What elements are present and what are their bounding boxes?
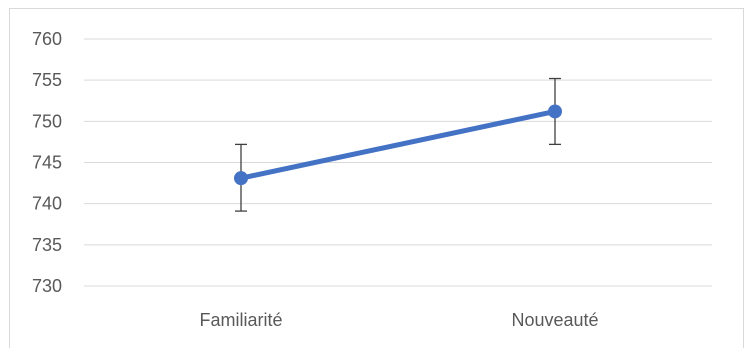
chart-frame [9, 8, 744, 348]
y-tick-label: 735 [32, 235, 62, 255]
data-point [548, 104, 562, 119]
data-point [234, 171, 248, 186]
series [234, 104, 562, 186]
line-chart: 760 755 750 745 740 735 730 Familiarité … [32, 29, 712, 330]
y-tick-label: 755 [32, 70, 62, 90]
y-tick-label: 745 [32, 153, 62, 173]
y-tick-label: 750 [32, 111, 62, 131]
x-category-label: Nouveauté [511, 310, 598, 330]
x-axis-categories: Familiarité Nouveauté [199, 310, 598, 330]
y-tick-label: 730 [32, 276, 62, 296]
y-tick-label: 760 [32, 29, 62, 49]
x-category-label: Familiarité [199, 310, 282, 330]
gridlines [84, 38, 712, 287]
y-tick-label: 740 [32, 194, 62, 214]
y-axis-ticks: 760 755 750 745 740 735 730 [32, 29, 62, 296]
series-line-segment [238, 108, 558, 181]
